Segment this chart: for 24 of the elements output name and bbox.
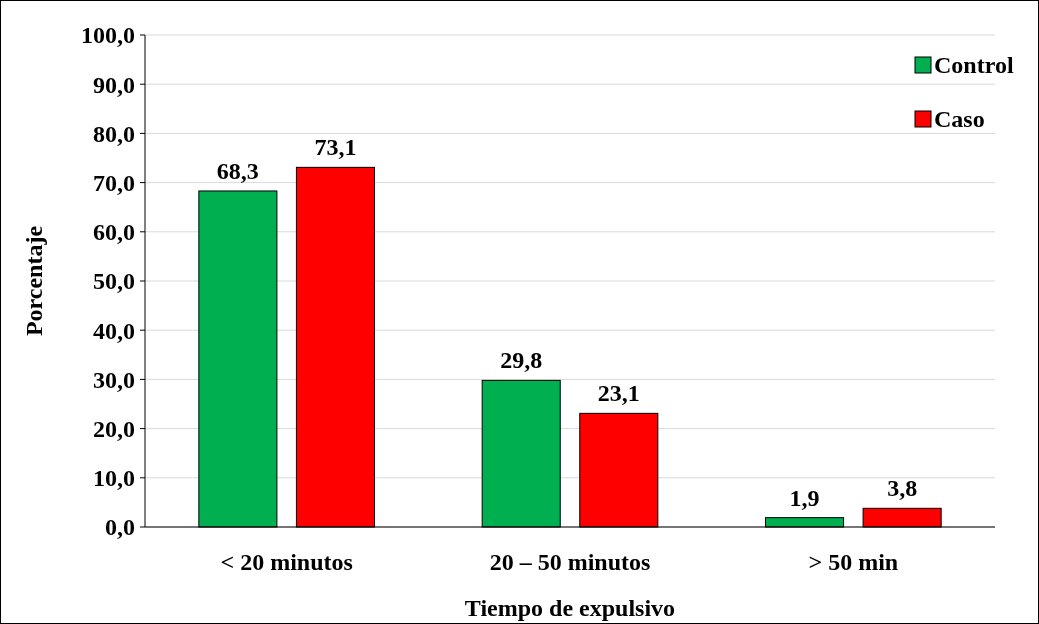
y-tick-label: 60,0 bbox=[93, 219, 135, 246]
data-label: 3,8 bbox=[887, 475, 918, 502]
y-tick-label: 100,0 bbox=[81, 22, 135, 49]
y-tick-label: 20,0 bbox=[93, 416, 135, 442]
data-label: 68,3 bbox=[216, 157, 259, 184]
x-tick-label: > 50 min bbox=[808, 549, 899, 575]
x-tick-label: < 20 minutos bbox=[220, 549, 353, 575]
y-tick-label: 40,0 bbox=[93, 317, 135, 344]
y-tick-label: 0,0 bbox=[105, 514, 135, 541]
legend-label: Control bbox=[934, 52, 1014, 79]
y-tick-label: 50,0 bbox=[93, 268, 135, 295]
data-label: 23,1 bbox=[597, 380, 640, 407]
data-label: 29,8 bbox=[500, 347, 543, 374]
y-tick-label: 30,0 bbox=[93, 366, 135, 393]
x-axis-title: Tiempo de expulsivo bbox=[464, 595, 676, 621]
x-tick-label: 20 – 50 minutos bbox=[489, 549, 651, 575]
legend-label: Caso bbox=[934, 106, 985, 133]
y-tick-label: 90,0 bbox=[93, 71, 135, 98]
y-tick-label: 10,0 bbox=[93, 465, 135, 492]
data-label: 1,9 bbox=[789, 484, 820, 511]
y-axis-title: Porcentaje bbox=[21, 225, 47, 337]
y-tick-label: 70,0 bbox=[93, 170, 135, 196]
y-tick-label: 80,0 bbox=[93, 120, 135, 147]
data-label: 73,1 bbox=[314, 134, 357, 161]
